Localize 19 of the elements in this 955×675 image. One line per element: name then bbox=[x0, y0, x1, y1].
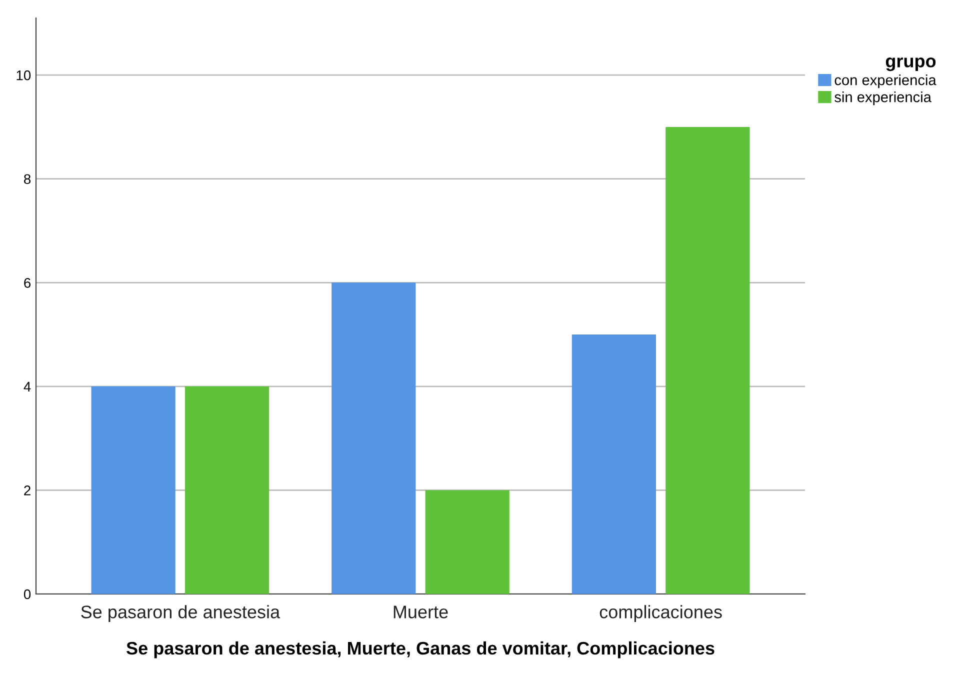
y-tick-label: 0 bbox=[24, 589, 31, 600]
y-tick-label: 8 bbox=[24, 174, 31, 184]
bar bbox=[332, 282, 416, 594]
x-axis-title: Se pasaron de anestesia, Muerte, Ganas de vomitar, Complicaciones bbox=[126, 641, 714, 658]
legend-label: con experiencia bbox=[834, 74, 936, 88]
legend-title: grupo bbox=[886, 58, 936, 72]
bar bbox=[666, 126, 750, 594]
y-tick-label: 4 bbox=[24, 382, 31, 392]
bar bbox=[91, 386, 176, 594]
y-tick-label: 2 bbox=[24, 486, 30, 496]
x-tick-label: Muerte bbox=[394, 606, 448, 618]
x-tick-label: Se pasaron de anestesia bbox=[81, 605, 280, 622]
bar bbox=[572, 334, 656, 594]
x-tick-label: complicaciones bbox=[600, 605, 722, 622]
y-tick-label: 6 bbox=[24, 278, 31, 288]
legend-label: sin experiencia bbox=[834, 92, 932, 106]
bar bbox=[425, 490, 510, 594]
bar bbox=[184, 386, 270, 594]
y-tick-label: 10 bbox=[16, 70, 31, 80]
